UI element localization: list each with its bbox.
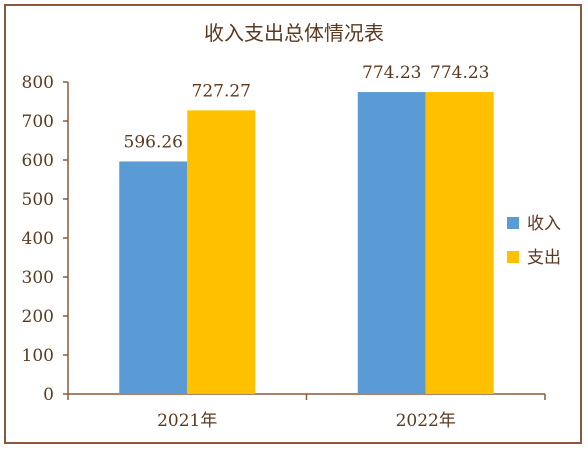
x-category-label: 2022年 bbox=[396, 411, 456, 431]
y-tick-label: 400 bbox=[22, 229, 54, 249]
legend-swatch bbox=[507, 251, 519, 263]
y-tick-label: 500 bbox=[22, 190, 54, 210]
data-label: 774.23 bbox=[362, 63, 421, 83]
y-tick-label: 600 bbox=[22, 151, 54, 171]
x-category-label: 2021年 bbox=[157, 411, 217, 431]
legend-label: 支出 bbox=[527, 248, 561, 268]
bar-income-1 bbox=[357, 92, 426, 395]
chart-title: 收入支出总体情况表 bbox=[204, 21, 384, 45]
y-tick-label: 200 bbox=[22, 307, 54, 327]
y-tick-label: 100 bbox=[22, 346, 54, 366]
y-tick-label: 800 bbox=[22, 73, 54, 93]
data-label: 596.26 bbox=[124, 132, 183, 152]
y-tick-label: 300 bbox=[22, 268, 54, 288]
y-tick-label: 700 bbox=[22, 112, 54, 132]
data-label: 727.27 bbox=[192, 81, 251, 101]
data-label: 774.23 bbox=[430, 63, 489, 83]
bar-expense-1 bbox=[425, 92, 494, 395]
bar-income-0 bbox=[119, 161, 188, 394]
bar-expense-0 bbox=[187, 110, 256, 395]
y-tick-label: 0 bbox=[43, 385, 54, 405]
legend-label: 收入 bbox=[527, 214, 561, 234]
legend-swatch bbox=[507, 217, 519, 229]
